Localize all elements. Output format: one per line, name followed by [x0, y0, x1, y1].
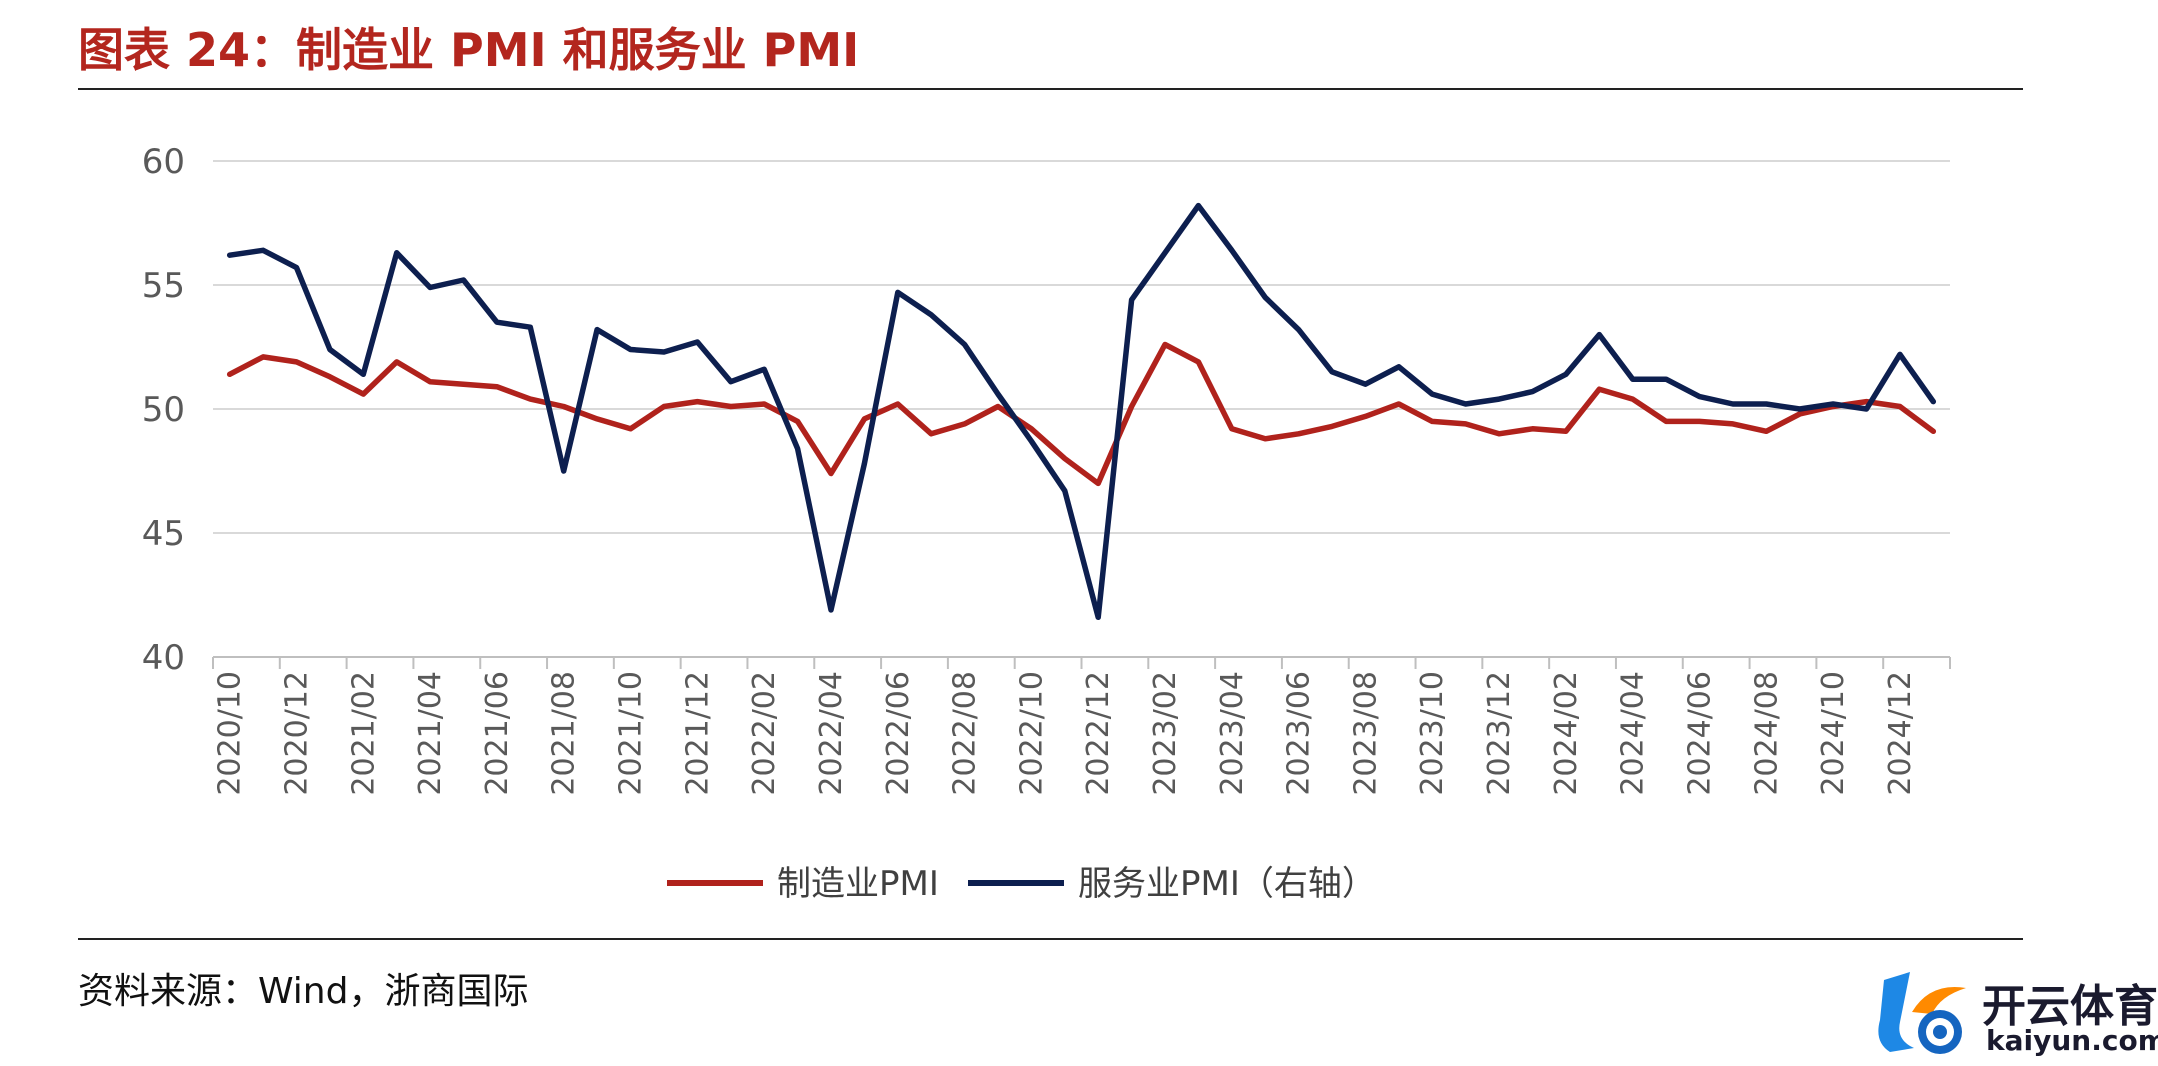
x-tick-label-2023/08: 2023/08 [1348, 671, 1383, 796]
y-axis-ticks: 40 45 50 55 60 [142, 142, 185, 678]
x-tick-label-2021/08: 2021/08 [547, 671, 582, 796]
x-axis [212, 656, 1951, 669]
y-tick-label-55: 55 [142, 266, 185, 306]
x-tick-label-2024/08: 2024/08 [1749, 671, 1784, 796]
y-tick-label-45: 45 [142, 514, 185, 554]
logo-text-cn: 开云体育 [1982, 981, 2158, 1032]
y-tick-label-60: 60 [142, 142, 185, 182]
y-tick-label-50: 50 [142, 390, 185, 430]
legend: 制造业PMI 服务业PMI（右轴） [667, 864, 1376, 904]
x-tick-label-2024/06: 2024/06 [1682, 671, 1717, 796]
x-tick-label-2023/04: 2023/04 [1215, 671, 1250, 796]
x-tick-label-2021/12: 2021/12 [680, 671, 715, 796]
x-tick-label-2024/10: 2024/10 [1816, 671, 1851, 796]
legend-services-label: 服务业PMI（右轴） [1078, 864, 1376, 904]
y-tick-label-40: 40 [142, 638, 185, 678]
x-tick-label-2020/12: 2020/12 [280, 671, 315, 796]
logo-text-en: kaiyun.com [1986, 1024, 2158, 1057]
x-tick-label-2024/04: 2024/04 [1616, 671, 1651, 796]
x-tick-label-2023/12: 2023/12 [1482, 671, 1517, 796]
x-tick-label-2022/04: 2022/04 [814, 671, 849, 796]
chart-title: 图表 24：制造业 PMI 和服务业 PMI [78, 23, 860, 77]
x-tick-label-2022/10: 2022/10 [1014, 671, 1049, 796]
kaiyun-logo: 开云体育 kaiyun.com [1870, 962, 2158, 1062]
x-tick-label-2023/06: 2023/06 [1282, 671, 1317, 796]
x-tick-label-2021/06: 2021/06 [480, 671, 515, 796]
x-tick-label-2021/02: 2021/02 [346, 671, 381, 796]
x-tick-label-2023/02: 2023/02 [1148, 671, 1183, 796]
series-line-services [226, 202, 1937, 621]
legend-manufacturing-label: 制造业PMI [777, 864, 939, 904]
x-tick-label-2020/10: 2020/10 [213, 671, 248, 796]
x-tick-label-2021/10: 2021/10 [614, 671, 649, 796]
x-tick-label-2022/08: 2022/08 [948, 671, 983, 796]
x-tick-label-2021/04: 2021/04 [413, 671, 448, 796]
x-tick-label-2023/10: 2023/10 [1415, 671, 1450, 796]
x-axis-ticks: 2020/10 2020/12 2021/02 2021/04 2021/06 2021/… [213, 671, 1918, 796]
source-note: 资料来源：Wind，浙商国际 [78, 971, 529, 1012]
x-tick-label-2022/02: 2022/02 [747, 671, 782, 796]
series-line-manufacturing [226, 341, 1937, 487]
x-tick-label-2024/02: 2024/02 [1549, 671, 1584, 796]
x-tick-label-2022/12: 2022/12 [1081, 671, 1116, 796]
x-tick-label-2024/12: 2024/12 [1883, 671, 1918, 796]
header-divider [78, 88, 2023, 90]
grid-lines [213, 160, 1950, 534]
kaiyun-emblem-icon [1878, 972, 1966, 1054]
series-lines [226, 202, 1937, 621]
footer-divider [78, 938, 2023, 940]
x-tick-label-2022/06: 2022/06 [881, 671, 916, 796]
